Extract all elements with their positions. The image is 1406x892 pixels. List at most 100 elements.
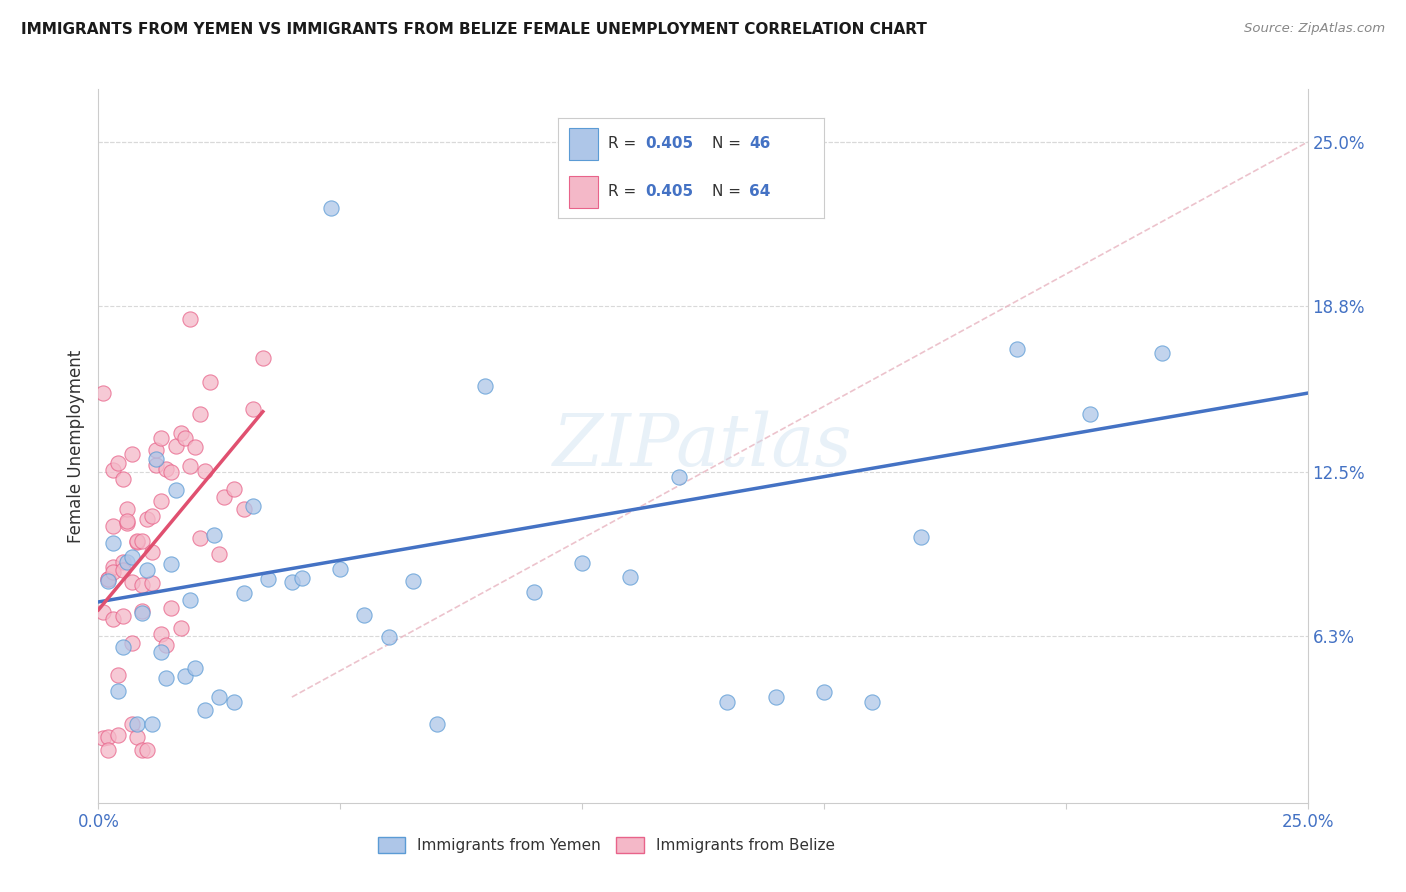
Point xyxy=(97,730,120,744)
Point xyxy=(204,528,226,542)
Text: 0.405: 0.405 xyxy=(645,136,693,152)
Point xyxy=(121,447,143,461)
Point xyxy=(232,586,254,600)
Point xyxy=(150,645,173,659)
Point xyxy=(474,379,496,393)
Point xyxy=(131,577,153,591)
Bar xyxy=(568,128,598,160)
Text: N =: N = xyxy=(713,184,747,199)
Point xyxy=(145,452,167,467)
Point xyxy=(117,516,139,530)
Point xyxy=(141,509,163,524)
Text: 64: 64 xyxy=(749,184,770,199)
Point xyxy=(377,630,399,644)
Text: N =: N = xyxy=(713,136,747,152)
Point xyxy=(179,312,201,326)
Point xyxy=(174,432,197,446)
Point xyxy=(179,593,201,607)
Point xyxy=(131,743,153,757)
Point xyxy=(121,574,143,589)
Point xyxy=(256,572,278,586)
Y-axis label: Female Unemployment: Female Unemployment xyxy=(67,350,86,542)
Point xyxy=(127,730,149,744)
Point xyxy=(222,482,245,496)
Point xyxy=(107,456,129,470)
Point xyxy=(169,425,191,440)
Point xyxy=(97,572,120,586)
Point xyxy=(97,743,120,757)
Point xyxy=(91,605,114,619)
Point xyxy=(127,535,149,549)
Point xyxy=(117,556,139,570)
Point xyxy=(111,640,134,654)
Point xyxy=(150,627,173,641)
Point xyxy=(107,667,129,681)
Point xyxy=(765,690,787,704)
Point xyxy=(97,572,120,586)
Point xyxy=(91,386,114,401)
Point xyxy=(135,743,157,757)
Point xyxy=(111,609,134,624)
Point xyxy=(117,502,139,516)
Text: Source: ZipAtlas.com: Source: ZipAtlas.com xyxy=(1244,22,1385,36)
Point xyxy=(135,563,157,577)
Point xyxy=(150,431,173,445)
Point xyxy=(329,562,352,576)
Point xyxy=(716,695,738,709)
Bar xyxy=(568,176,598,208)
Point xyxy=(571,556,593,570)
Point xyxy=(97,574,120,589)
Point xyxy=(242,500,264,514)
Point xyxy=(619,570,641,584)
Point xyxy=(101,560,124,574)
Text: R =: R = xyxy=(609,136,641,152)
Point xyxy=(208,547,231,561)
Point xyxy=(127,534,149,549)
Point xyxy=(188,407,211,421)
Point xyxy=(281,575,304,590)
Point xyxy=(91,731,114,745)
Point xyxy=(107,684,129,698)
Point xyxy=(222,695,245,709)
Point xyxy=(1078,407,1101,421)
Point xyxy=(426,716,449,731)
Point xyxy=(184,661,207,675)
Point xyxy=(198,375,221,389)
Point xyxy=(101,519,124,533)
Point xyxy=(131,534,153,549)
Point xyxy=(232,502,254,516)
Point xyxy=(402,574,425,588)
Point xyxy=(111,472,134,486)
Point xyxy=(141,545,163,559)
Point xyxy=(242,401,264,416)
Legend: Immigrants from Yemen, Immigrants from Belize: Immigrants from Yemen, Immigrants from B… xyxy=(371,831,841,859)
Point xyxy=(101,612,124,626)
Point xyxy=(101,536,124,550)
Point xyxy=(107,728,129,742)
Point xyxy=(165,439,187,453)
Point xyxy=(813,685,835,699)
Point xyxy=(135,511,157,525)
Text: 0.405: 0.405 xyxy=(645,184,693,199)
Point xyxy=(169,621,191,635)
Point xyxy=(194,463,217,477)
Point xyxy=(194,703,217,717)
Point xyxy=(160,601,183,615)
Point xyxy=(131,604,153,618)
Point xyxy=(208,690,231,704)
Point xyxy=(1007,342,1029,356)
Text: ZIPatlas: ZIPatlas xyxy=(553,410,853,482)
Point xyxy=(111,555,134,569)
Point xyxy=(668,470,690,484)
Point xyxy=(121,716,143,731)
Point xyxy=(117,515,139,529)
Point xyxy=(212,490,235,504)
Point xyxy=(160,557,183,571)
Point xyxy=(141,716,163,731)
Point xyxy=(179,459,201,474)
Point xyxy=(188,532,211,546)
Point xyxy=(145,443,167,458)
Text: R =: R = xyxy=(609,184,641,199)
Point xyxy=(101,565,124,579)
Point xyxy=(184,440,207,454)
